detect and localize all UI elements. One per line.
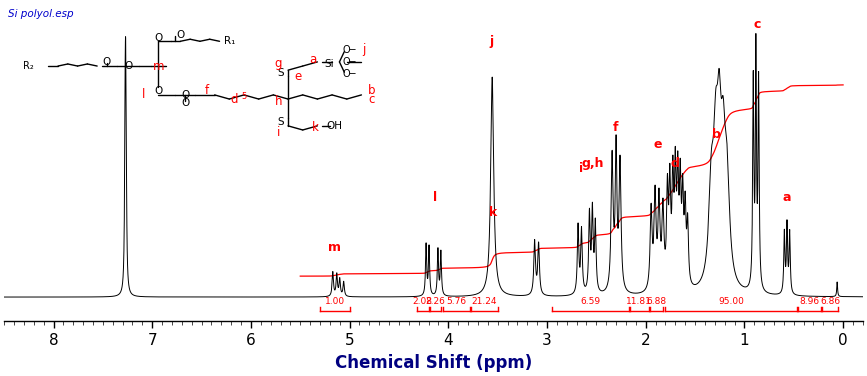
- Text: d: d: [671, 157, 680, 170]
- Text: 6.88: 6.88: [647, 297, 667, 306]
- Text: 8.96: 8.96: [799, 297, 819, 306]
- Text: g,h: g,h: [581, 157, 603, 170]
- Text: 21.24: 21.24: [472, 297, 497, 306]
- Text: k: k: [489, 206, 497, 219]
- Text: 5.76: 5.76: [447, 297, 466, 306]
- Text: j: j: [490, 35, 494, 48]
- Text: 6.86: 6.86: [820, 297, 840, 306]
- Text: c: c: [753, 18, 760, 31]
- Text: i: i: [579, 162, 583, 175]
- X-axis label: Chemical Shift (ppm): Chemical Shift (ppm): [335, 354, 532, 372]
- Text: a: a: [783, 191, 791, 204]
- Text: 6.59: 6.59: [580, 297, 601, 306]
- Text: m: m: [329, 241, 342, 254]
- Text: 95.00: 95.00: [718, 297, 744, 306]
- Text: 11.81: 11.81: [626, 297, 652, 306]
- Text: l: l: [434, 191, 438, 204]
- Text: b: b: [713, 128, 721, 141]
- Text: 2.26: 2.26: [426, 297, 446, 306]
- Text: e: e: [654, 138, 662, 151]
- Text: Si polyol.esp: Si polyol.esp: [9, 9, 74, 19]
- Text: 2.08: 2.08: [413, 297, 433, 306]
- Text: f: f: [612, 121, 618, 133]
- Text: 1.00: 1.00: [325, 297, 345, 306]
